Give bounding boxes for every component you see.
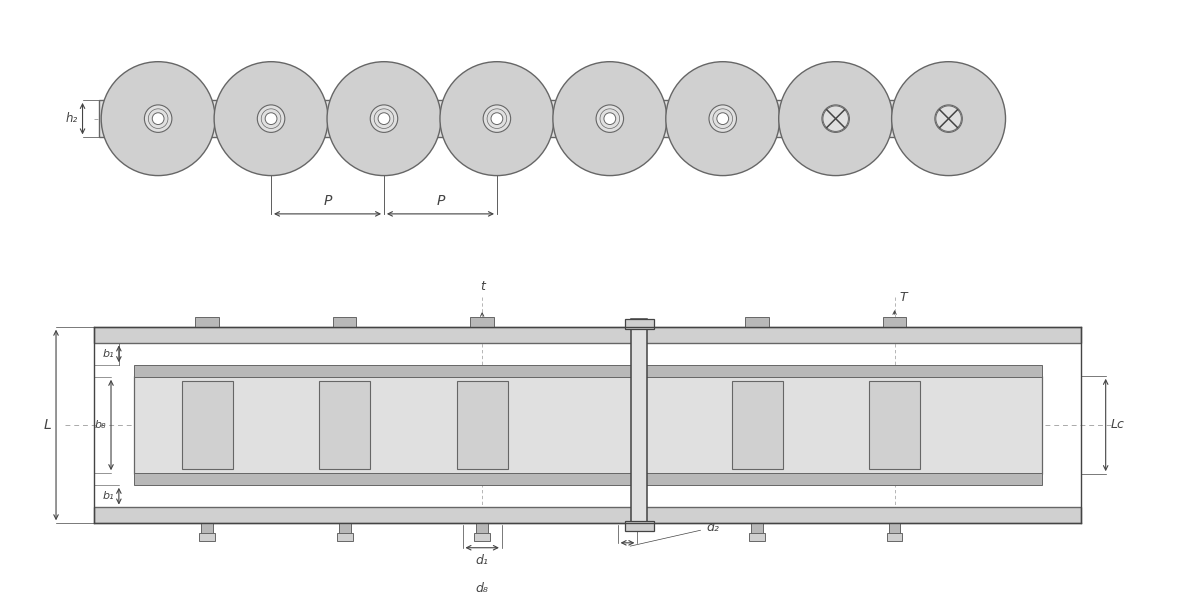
- Circle shape: [491, 113, 503, 125]
- Circle shape: [553, 62, 667, 176]
- Bar: [749, 533, 764, 541]
- Text: b₈: b₈: [95, 420, 106, 430]
- Circle shape: [371, 105, 397, 133]
- Text: L: L: [43, 418, 52, 432]
- Text: T: T: [900, 291, 907, 304]
- Bar: [202, 523, 214, 533]
- Circle shape: [822, 105, 850, 133]
- Bar: [95, 508, 1081, 523]
- Bar: [474, 533, 490, 541]
- Circle shape: [214, 62, 328, 176]
- Bar: [732, 381, 782, 469]
- Bar: [133, 365, 1042, 377]
- Bar: [883, 317, 906, 327]
- Text: d₈: d₈: [475, 582, 488, 595]
- Bar: [338, 523, 350, 533]
- Bar: [889, 523, 900, 533]
- Circle shape: [604, 113, 616, 125]
- Text: t: t: [480, 280, 485, 293]
- Circle shape: [144, 105, 172, 133]
- Bar: [319, 381, 371, 469]
- Circle shape: [101, 62, 215, 176]
- Bar: [133, 473, 1042, 485]
- Text: Lc: Lc: [1110, 418, 1124, 431]
- Bar: [470, 317, 494, 327]
- Circle shape: [440, 62, 554, 176]
- Text: h₂: h₂: [65, 112, 78, 125]
- Circle shape: [892, 62, 1006, 176]
- Circle shape: [779, 62, 893, 176]
- Bar: [332, 317, 356, 327]
- Circle shape: [596, 105, 624, 133]
- Circle shape: [152, 113, 164, 125]
- Bar: [624, 319, 654, 329]
- Bar: [133, 376, 1042, 474]
- Circle shape: [265, 113, 277, 125]
- Circle shape: [257, 105, 284, 133]
- Circle shape: [328, 62, 440, 176]
- Bar: [181, 381, 233, 469]
- Bar: [196, 317, 220, 327]
- Bar: [751, 523, 763, 533]
- Bar: [624, 521, 654, 531]
- Text: d₂: d₂: [630, 521, 719, 546]
- Bar: [869, 381, 920, 469]
- Text: b₁: b₁: [102, 349, 114, 359]
- Circle shape: [716, 113, 728, 125]
- Circle shape: [484, 105, 511, 133]
- Text: b₁: b₁: [102, 491, 114, 501]
- Text: P: P: [323, 194, 331, 208]
- Text: P: P: [437, 194, 445, 208]
- Bar: [887, 533, 902, 541]
- Bar: [199, 533, 215, 541]
- Circle shape: [378, 113, 390, 125]
- Text: d₁: d₁: [475, 554, 488, 566]
- Bar: [95, 327, 1081, 343]
- Bar: [100, 100, 973, 137]
- Bar: [457, 381, 508, 469]
- Circle shape: [935, 105, 962, 133]
- Circle shape: [709, 105, 737, 133]
- Circle shape: [666, 62, 780, 176]
- Bar: [476, 523, 488, 533]
- Bar: [631, 319, 647, 531]
- Bar: [745, 317, 769, 327]
- Bar: [337, 533, 353, 541]
